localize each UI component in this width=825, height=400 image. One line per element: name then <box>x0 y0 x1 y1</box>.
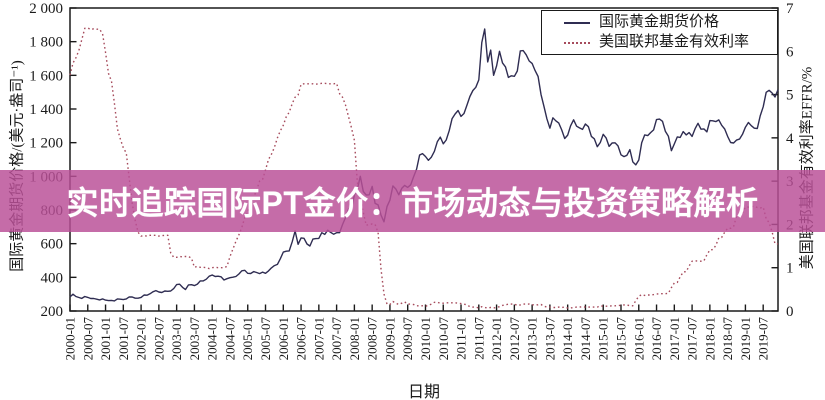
y-right-tick-label: 1 <box>786 261 794 277</box>
x-tick-label: 2017-01 <box>667 317 682 360</box>
x-tick-label: 2006-01 <box>276 317 291 360</box>
x-tick-label: 2006-07 <box>294 317 309 361</box>
x-tick-label: 2017-07 <box>685 317 700 361</box>
x-tick-label: 2016-01 <box>631 317 646 360</box>
x-tick-label: 2010-07 <box>436 317 451 361</box>
x-tick-label: 2008-01 <box>347 317 362 360</box>
x-tick-label: 2014-01 <box>560 317 575 360</box>
legend-label-ffr: 美国联邦基金有效利率 <box>599 34 750 50</box>
x-tick-label: 2005-07 <box>258 317 273 361</box>
x-axis-title: 日期 <box>407 384 441 400</box>
y-left-tick-label: 1 200 <box>29 136 63 152</box>
gold-price-line <box>69 28 779 302</box>
x-tick-label: 2013-07 <box>542 317 557 361</box>
x-tick-label: 2011-01 <box>454 317 469 360</box>
x-tick-label: 2018-01 <box>702 317 717 360</box>
ffr-line <box>69 27 778 309</box>
headline-banner: 实时追踪国际PT金价：市场动态与投资策略解析 <box>0 170 825 232</box>
x-tick-label: 2007-01 <box>311 317 326 360</box>
plot-border <box>69 7 779 312</box>
x-tick-label: 2003-01 <box>169 317 184 360</box>
x-tick-label: 2012-07 <box>507 317 522 361</box>
x-tick-label: 2012-01 <box>489 317 504 360</box>
legend: 国际黄金期货价格 美国联邦基金有效利率 <box>541 10 778 55</box>
y-right-tick-label: 7 <box>786 1 794 17</box>
y-left-tick-label: 1 800 <box>29 35 63 51</box>
x-tick-label: 2005-01 <box>240 317 255 360</box>
ffr-line-swatch <box>564 41 590 44</box>
x-tick-label: 2014-07 <box>578 317 593 361</box>
y-left-tick-label: 1 400 <box>29 102 63 118</box>
x-tick-label: 2002-01 <box>134 317 149 360</box>
legend-item-ffr: 美国联邦基金有效利率 <box>564 34 777 52</box>
x-tick-label: 2002-07 <box>151 317 166 361</box>
x-tick-label: 2011-07 <box>471 317 486 360</box>
x-tick-label: 2019-01 <box>738 317 753 360</box>
x-tick-label: 2010-01 <box>418 317 433 360</box>
x-tick-label: 2009-07 <box>400 317 415 361</box>
x-tick-label: 2000-07 <box>80 317 95 361</box>
y-right-tick-label: 6 <box>786 44 794 60</box>
x-tick-label: 2018-07 <box>720 317 735 361</box>
y-axis-title-left: 国际黄金期货价格/(美元·盎司⁻¹) <box>9 60 26 272</box>
x-tick-label: 2004-07 <box>222 317 237 361</box>
x-tick-label: 2003-07 <box>187 317 202 361</box>
x-tick-label: 2001-01 <box>98 317 113 360</box>
x-tick-label: 2004-01 <box>205 317 220 360</box>
y-left-tick-label: 400 <box>41 270 64 286</box>
x-tick-label: 2009-01 <box>382 317 397 360</box>
y-right-tick-label: 5 <box>786 88 794 104</box>
x-tick-label: 2008-07 <box>365 317 380 361</box>
y-axis-title-right: 美国联邦基金有效利率EFFR/% <box>799 66 816 270</box>
y-left-tick-label: 1 600 <box>29 68 63 84</box>
gold-line-swatch <box>564 21 590 24</box>
x-tick-label: 2001-07 <box>116 317 131 361</box>
x-tick-label: 2015-07 <box>613 317 628 361</box>
y-right-tick-label: 4 <box>786 131 794 147</box>
x-tick-label: 2013-01 <box>525 317 540 360</box>
y-left-tick-label: 200 <box>41 304 64 320</box>
y-left-tick-label: 600 <box>41 237 64 253</box>
x-tick-label: 2019-07 <box>756 317 771 361</box>
x-tick-label: 2016-07 <box>649 317 664 361</box>
x-tick-label: 2007-07 <box>329 317 344 361</box>
x-tick-label: 2015-01 <box>596 317 611 360</box>
x-tick-label: 2000-01 <box>63 317 78 360</box>
legend-label-gold: 国际黄金期货价格 <box>599 14 720 30</box>
legend-item-gold: 国际黄金期货价格 <box>564 14 777 32</box>
y-right-tick-label: 0 <box>786 304 794 320</box>
headline-text: 实时追踪国际PT金价：市场动态与投资策略解析 <box>66 185 759 221</box>
y-left-tick-label: 2 000 <box>29 1 63 17</box>
